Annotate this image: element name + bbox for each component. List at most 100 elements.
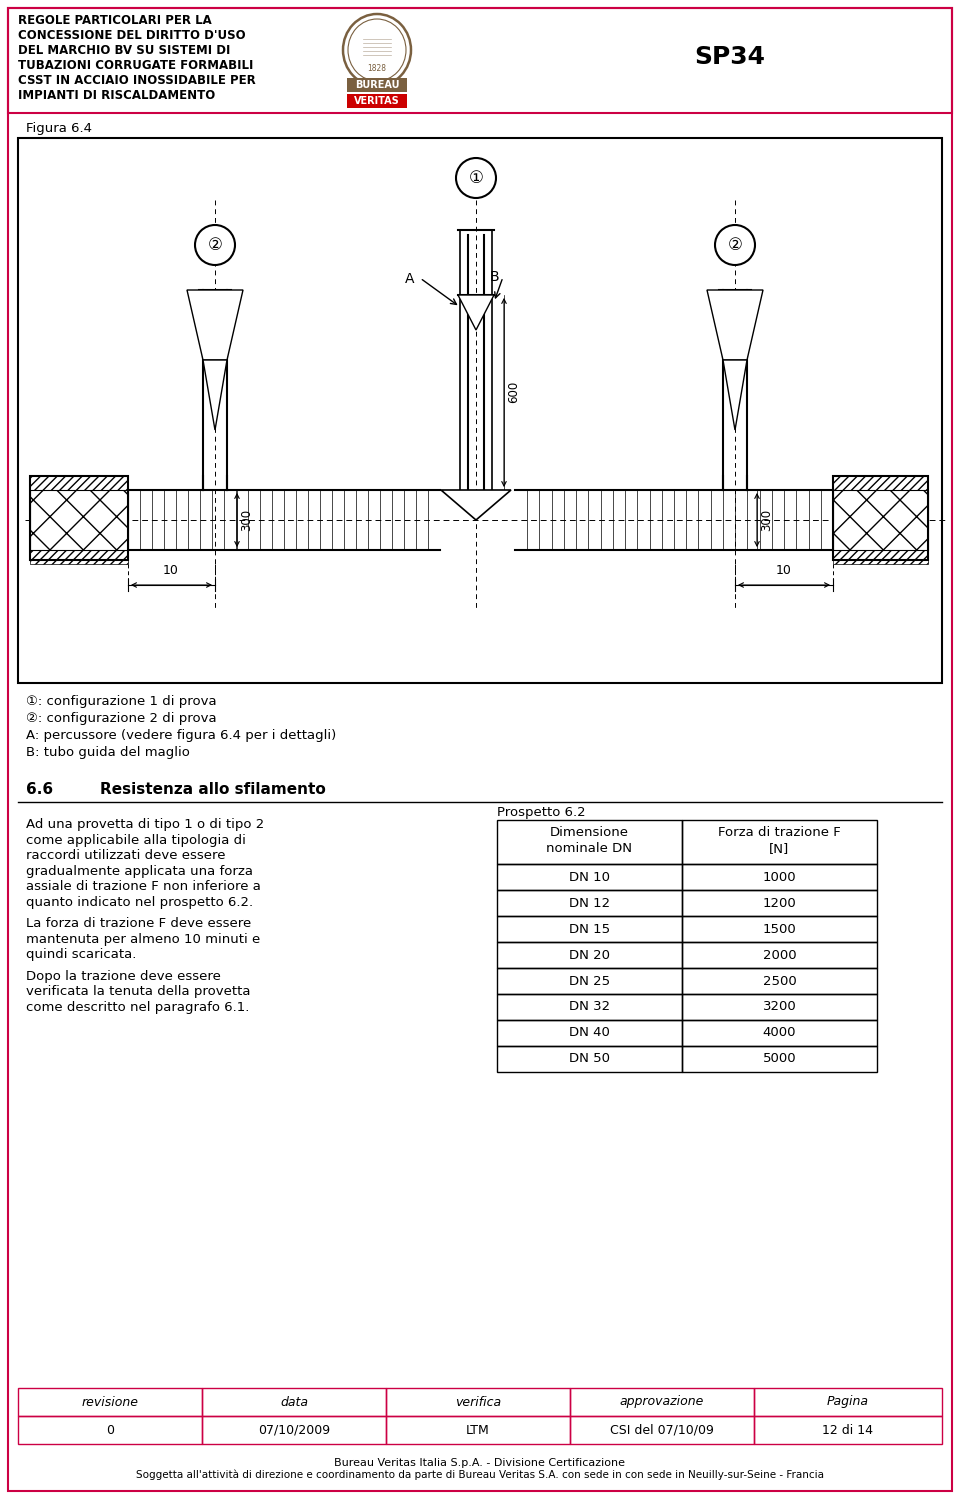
Bar (682, 1046, 877, 1072)
Text: 600: 600 (507, 381, 520, 403)
Bar (30, 477, 128, 561)
Bar (497, 1046, 682, 1072)
Polygon shape (707, 289, 763, 360)
Bar (833, 477, 928, 561)
Bar (497, 968, 682, 994)
Circle shape (715, 225, 755, 265)
Text: DN 50: DN 50 (569, 1052, 610, 1066)
Text: 5000: 5000 (762, 1052, 796, 1066)
Bar (386, 1417, 570, 1444)
Text: DN 40: DN 40 (569, 1027, 610, 1039)
Text: verificata la tenuta della provetta: verificata la tenuta della provetta (26, 985, 251, 998)
Text: La forza di trazione F deve essere: La forza di trazione F deve essere (26, 917, 252, 929)
Text: assiale di trazione F non inferiore a: assiale di trazione F non inferiore a (26, 880, 261, 893)
Text: Figura 6.4: Figura 6.4 (26, 121, 92, 135)
Text: mantenuta per almeno 10 minuti e: mantenuta per almeno 10 minuti e (26, 932, 260, 946)
Text: VERITAS: VERITAS (354, 96, 400, 106)
Text: data: data (280, 1396, 308, 1409)
Text: 10: 10 (776, 564, 792, 577)
Text: 07/10/2009: 07/10/2009 (258, 1424, 330, 1436)
Text: REGOLE PARTICOLARI PER LA
CONCESSIONE DEL DIRITTO D'USO
DEL MARCHIO BV SU SISTEM: REGOLE PARTICOLARI PER LA CONCESSIONE DE… (18, 13, 255, 102)
Text: Dimensione: Dimensione (550, 826, 629, 839)
Text: 1000: 1000 (762, 871, 796, 883)
Text: 300: 300 (240, 510, 253, 531)
Text: come applicabile alla tipologia di: come applicabile alla tipologia di (26, 833, 246, 847)
Text: ②: configurazione 2 di prova: ②: configurazione 2 di prova (26, 712, 217, 726)
Text: ②: ② (207, 235, 223, 253)
Text: 6.6: 6.6 (26, 782, 53, 797)
Text: LTM: LTM (467, 1424, 490, 1436)
Text: 4000: 4000 (763, 1027, 796, 1039)
Bar (497, 863, 682, 890)
Text: Resistenza allo sfilamento: Resistenza allo sfilamento (100, 782, 325, 797)
Bar (18, 138, 942, 684)
Text: Soggetta all'attività di direzione e coordinamento da parte di Bureau Veritas S.: Soggetta all'attività di direzione e coo… (136, 1471, 824, 1481)
Bar (682, 968, 877, 994)
Text: 1828: 1828 (368, 64, 387, 73)
Bar (682, 941, 877, 968)
Bar (570, 1388, 754, 1417)
Text: 1200: 1200 (762, 896, 797, 910)
Bar (497, 1019, 682, 1046)
Text: BUREAU: BUREAU (355, 79, 399, 90)
Bar (682, 916, 877, 941)
Bar (202, 1388, 386, 1417)
Text: quindi scaricata.: quindi scaricata. (26, 947, 136, 961)
Text: 0: 0 (106, 1424, 114, 1436)
Text: Dopo la trazione deve essere: Dopo la trazione deve essere (26, 970, 221, 982)
Text: 2000: 2000 (762, 949, 796, 961)
Text: ①: configurazione 1 di prova: ①: configurazione 1 di prova (26, 696, 217, 708)
Text: DN 10: DN 10 (569, 871, 610, 883)
Bar (833, 490, 928, 550)
Text: A: percussore (vedere figura 6.4 per i dettagli): A: percussore (vedere figura 6.4 per i d… (26, 729, 336, 742)
Bar (8, 7, 952, 112)
Text: 12 di 14: 12 di 14 (823, 1424, 874, 1436)
Circle shape (195, 225, 235, 265)
Bar (30, 490, 128, 550)
Polygon shape (458, 295, 494, 330)
Bar (18, 1417, 202, 1444)
Text: verifica: verifica (455, 1396, 501, 1409)
Text: A: A (405, 271, 415, 286)
Text: DN 32: DN 32 (569, 1000, 610, 1013)
Bar (202, 1417, 386, 1444)
Bar (682, 890, 877, 916)
Text: revisione: revisione (82, 1396, 138, 1409)
Bar (754, 1388, 942, 1417)
Text: B: B (490, 270, 499, 283)
Text: ②: ② (728, 235, 742, 253)
Text: Prospetto 6.2: Prospetto 6.2 (497, 806, 586, 818)
Text: 300: 300 (760, 510, 773, 531)
Text: 2500: 2500 (762, 974, 797, 988)
Bar (347, 94, 407, 108)
Text: raccordi utilizzati deve essere: raccordi utilizzati deve essere (26, 848, 226, 862)
Text: Forza di trazione F: Forza di trazione F (718, 826, 841, 839)
Text: DN 25: DN 25 (569, 974, 610, 988)
Bar (30, 477, 128, 490)
Text: [N]: [N] (769, 842, 790, 854)
Text: DN 20: DN 20 (569, 949, 610, 961)
Bar (497, 994, 682, 1019)
Bar (833, 477, 928, 490)
Text: Pagina: Pagina (827, 1396, 869, 1409)
Polygon shape (441, 490, 511, 520)
Bar (833, 550, 928, 564)
Text: ①: ① (468, 169, 484, 187)
Polygon shape (187, 289, 243, 360)
Text: Ad una provetta di tipo 1 o di tipo 2: Ad una provetta di tipo 1 o di tipo 2 (26, 818, 264, 830)
Bar (18, 1388, 202, 1417)
Text: gradualmente applicata una forza: gradualmente applicata una forza (26, 865, 253, 877)
Bar (754, 1417, 942, 1444)
Text: 10: 10 (163, 564, 179, 577)
Bar (347, 78, 407, 91)
Text: approvazione: approvazione (620, 1396, 705, 1409)
Text: B: tubo guida del maglio: B: tubo guida del maglio (26, 747, 190, 758)
Bar (497, 890, 682, 916)
Polygon shape (723, 360, 747, 430)
Circle shape (456, 157, 496, 198)
Bar (497, 941, 682, 968)
Bar (682, 994, 877, 1019)
Bar (30, 550, 128, 564)
Bar (497, 916, 682, 941)
Bar (682, 820, 877, 863)
